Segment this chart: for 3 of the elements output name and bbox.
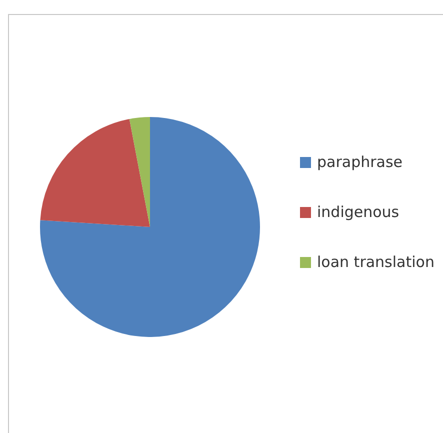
- legend-label: paraphrase: [317, 152, 403, 172]
- legend-label: loan translation: [317, 252, 434, 272]
- legend-label: indigenous: [317, 202, 400, 222]
